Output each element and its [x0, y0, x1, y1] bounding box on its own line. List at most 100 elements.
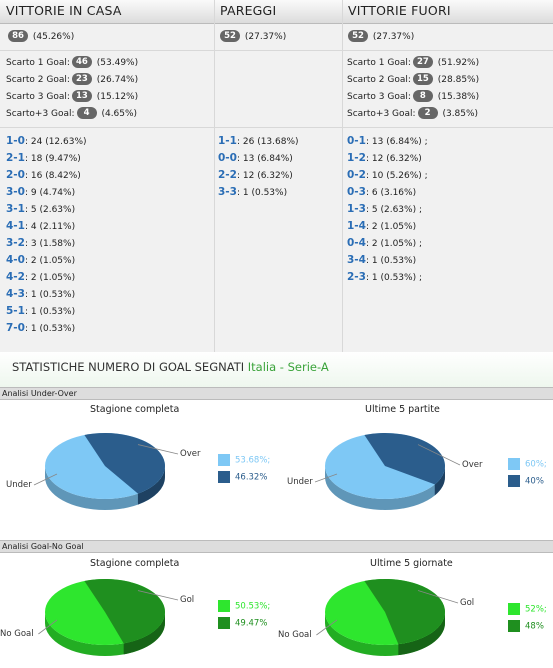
result-count: : 12 (6.32%)	[365, 154, 422, 164]
result-row: 1-2: 12 (6.32%)	[347, 150, 428, 167]
draw-results-list: 1-1: 26 (13.68%) 0-0: 13 (6.84%) 2-2: 12 (…	[218, 133, 299, 201]
result-count: : 26 (13.68%)	[236, 137, 299, 147]
leader-line	[417, 590, 459, 604]
score-label: 2-2	[218, 169, 237, 181]
slice-label: Gol	[460, 598, 475, 608]
result-count: : 2 (1.05%)	[365, 222, 417, 232]
result-count: : 1 (0.53%)	[24, 324, 76, 334]
home-total: 86 (45.26%)	[6, 29, 74, 46]
result-row: 0-4: 2 (1.05%) ;	[347, 235, 428, 252]
leader-line	[33, 473, 58, 486]
slice-label: No Goal	[278, 630, 312, 640]
score-label: 2-0	[6, 169, 25, 181]
count-badge: 46	[71, 56, 92, 68]
header-draws: PAREGGI	[214, 0, 342, 24]
result-row: 0-1: 13 (6.84%) ;	[347, 133, 428, 150]
chart-title: Stagione completa	[90, 404, 180, 415]
result-row: 4-3: 1 (0.53%)	[6, 286, 87, 303]
slice-label: Under	[6, 480, 32, 490]
result-row: 3-1: 5 (2.63%)	[6, 201, 87, 218]
chart-legend: 60%; 40%	[508, 458, 547, 492]
legend-swatch	[508, 458, 520, 470]
margin-label: Scarto 3 Goal:	[347, 92, 411, 102]
margin-row: Scarto 3 Goal: 13 (15.12%)	[6, 89, 138, 106]
column-divider	[214, 0, 215, 352]
legend-text: 52%;	[525, 604, 547, 615]
count-badge: 52	[220, 30, 240, 42]
away-margins-list: Scarto 1 Goal: 27 (51.92%) Scarto 2 Goal: 1…	[347, 55, 479, 123]
count-badge: 15	[412, 73, 433, 85]
result-count: : 5 (2.63%)	[24, 205, 76, 215]
score-label: 1-3	[347, 203, 366, 215]
score-label: 1-0	[6, 135, 25, 147]
legend-text: 40%	[525, 476, 544, 487]
legend-swatch	[508, 603, 520, 615]
score-label: 3-1	[6, 203, 25, 215]
result-row: 1-1: 26 (13.68%)	[218, 133, 299, 150]
pct-text: (45.26%)	[32, 32, 75, 42]
result-row: 2-1: 18 (9.47%)	[6, 150, 87, 167]
legend-text: 53.68%;	[235, 455, 271, 466]
result-row: 1-3: 5 (2.63%) ;	[347, 201, 428, 218]
chart-legend: 50.53%; 49.47%	[218, 600, 270, 634]
result-row: 4-0: 2 (1.05%)	[6, 252, 87, 269]
leader-line	[316, 619, 338, 636]
result-count: : 24 (12.63%)	[24, 137, 87, 147]
goal-nogoal-panel-header: Analisi Goal-No Goal	[0, 541, 553, 553]
legend-swatch	[218, 454, 230, 466]
count-badge: 86	[8, 30, 28, 42]
margin-row: Scarto+3 Goal: 2 (3.85%)	[347, 106, 479, 123]
score-label: 7-0	[6, 322, 25, 334]
score-label: 1-2	[347, 152, 366, 164]
score-label: 1-4	[347, 220, 366, 232]
pie-slice-gol	[84, 579, 165, 644]
result-count: : 2 (1.05%)	[24, 256, 76, 266]
margin-row: Scarto 1 Goal: 46 (53.49%)	[6, 55, 138, 72]
pct-text: (4.65%)	[101, 109, 138, 119]
slice-label: Over	[180, 449, 201, 459]
margin-label: Scarto 3 Goal:	[6, 92, 70, 102]
legend-entry: 49.47%	[218, 617, 270, 634]
result-row: 0-2: 10 (5.26%) ;	[347, 167, 428, 184]
result-row: 3-4: 1 (0.53%)	[347, 252, 428, 269]
score-label: 4-0	[6, 254, 25, 266]
legend-swatch	[218, 617, 230, 629]
pct-text: (27.37%)	[244, 32, 287, 42]
result-count: : 5 (2.63%) ;	[365, 205, 422, 215]
chart-title: Ultime 5 giornate	[370, 558, 453, 569]
pct-text: (3.85%)	[442, 109, 479, 119]
result-count: : 2 (1.05%) ;	[365, 239, 422, 249]
result-count: : 3 (1.58%)	[24, 239, 76, 249]
margin-row: Scarto 3 Goal: 8 (15.38%)	[347, 89, 479, 106]
results-stats-panel: VITTORIE IN CASA PAREGGI VITTORIE FUORI …	[0, 0, 553, 353]
chart-title: Ultime 5 partite	[365, 404, 440, 415]
pie-slice-side	[434, 466, 445, 496]
result-count: : 1 (0.53%)	[24, 307, 76, 317]
margin-label: Scarto 1 Goal:	[347, 58, 411, 68]
legend-text: 48%	[525, 621, 544, 632]
count-badge: 23	[71, 73, 92, 85]
result-count: : 13 (6.84%) ;	[365, 137, 428, 147]
row-divider	[0, 50, 553, 51]
result-row: 7-0: 1 (0.53%)	[6, 320, 87, 337]
result-row: 2-3: 1 (0.53%) ;	[347, 269, 428, 286]
result-row: 2-2: 12 (6.32%)	[218, 167, 299, 184]
count-badge: 2	[417, 107, 438, 119]
result-count: : 12 (6.32%)	[236, 171, 293, 181]
leader-line	[417, 444, 461, 466]
score-label: 3-0	[6, 186, 25, 198]
legend-text: 46.32%	[235, 472, 268, 483]
score-label: 0-2	[347, 169, 366, 181]
leader-line	[314, 473, 338, 483]
score-label: 2-1	[6, 152, 25, 164]
score-label: 2-3	[347, 271, 366, 283]
result-row: 3-2: 3 (1.58%)	[6, 235, 87, 252]
leader-line	[137, 444, 179, 455]
count-badge: 27	[412, 56, 433, 68]
result-row: 4-2: 2 (1.05%)	[6, 269, 87, 286]
score-label: 0-1	[347, 135, 366, 147]
legend-entry: 50.53%;	[218, 600, 270, 617]
away-total: 52 (27.37%)	[346, 29, 414, 46]
under-over-panel-header: Analisi Under-Over	[0, 388, 553, 400]
